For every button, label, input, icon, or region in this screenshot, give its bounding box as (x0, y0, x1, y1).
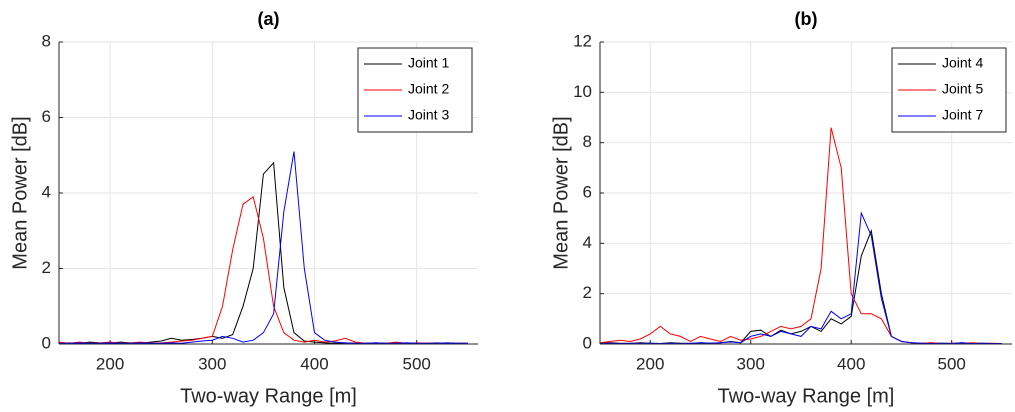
y-tick-label: 10 (573, 82, 592, 101)
legend-label: Joint 2 (408, 81, 449, 97)
legend-label: Joint 5 (942, 81, 983, 97)
legend-label: Joint 3 (408, 107, 449, 123)
y-tick-label: 8 (583, 132, 592, 151)
y-tick-label: 0 (583, 333, 592, 352)
y-axis-label: Mean Power [dB] (550, 116, 572, 269)
x-tick-label: 200 (96, 354, 124, 373)
x-tick-label: 300 (198, 354, 226, 373)
y-tick-label: 12 (573, 31, 592, 50)
y-tick-label: 6 (583, 182, 592, 201)
legend-label: Joint 4 (942, 55, 983, 71)
x-tick-label: 200 (636, 354, 664, 373)
series-line (599, 211, 1002, 345)
series-line (59, 151, 468, 344)
legend-label: Joint 1 (408, 55, 449, 71)
chart-title: (a) (258, 9, 280, 29)
legend-label: Joint 7 (942, 107, 983, 123)
x-tick-label: 500 (938, 354, 966, 373)
x-axis-label: Two-way Range [m] (718, 385, 895, 407)
chart-title: (b) (795, 9, 818, 29)
x-tick-label: 500 (402, 354, 430, 373)
y-tick-label: 0 (42, 333, 51, 352)
y-tick-label: 6 (42, 107, 51, 126)
x-tick-label: 400 (300, 354, 328, 373)
x-tick-label: 400 (837, 354, 865, 373)
y-tick-label: 2 (583, 283, 592, 302)
x-axis-label: Two-way Range [m] (180, 385, 357, 407)
y-tick-label: 4 (583, 233, 592, 252)
y-tick-label: 4 (42, 182, 51, 201)
x-tick-label: 300 (737, 354, 765, 373)
y-tick-label: 8 (42, 31, 51, 50)
y-tick-label: 2 (42, 258, 51, 277)
y-axis-label: Mean Power [dB] (9, 116, 31, 269)
